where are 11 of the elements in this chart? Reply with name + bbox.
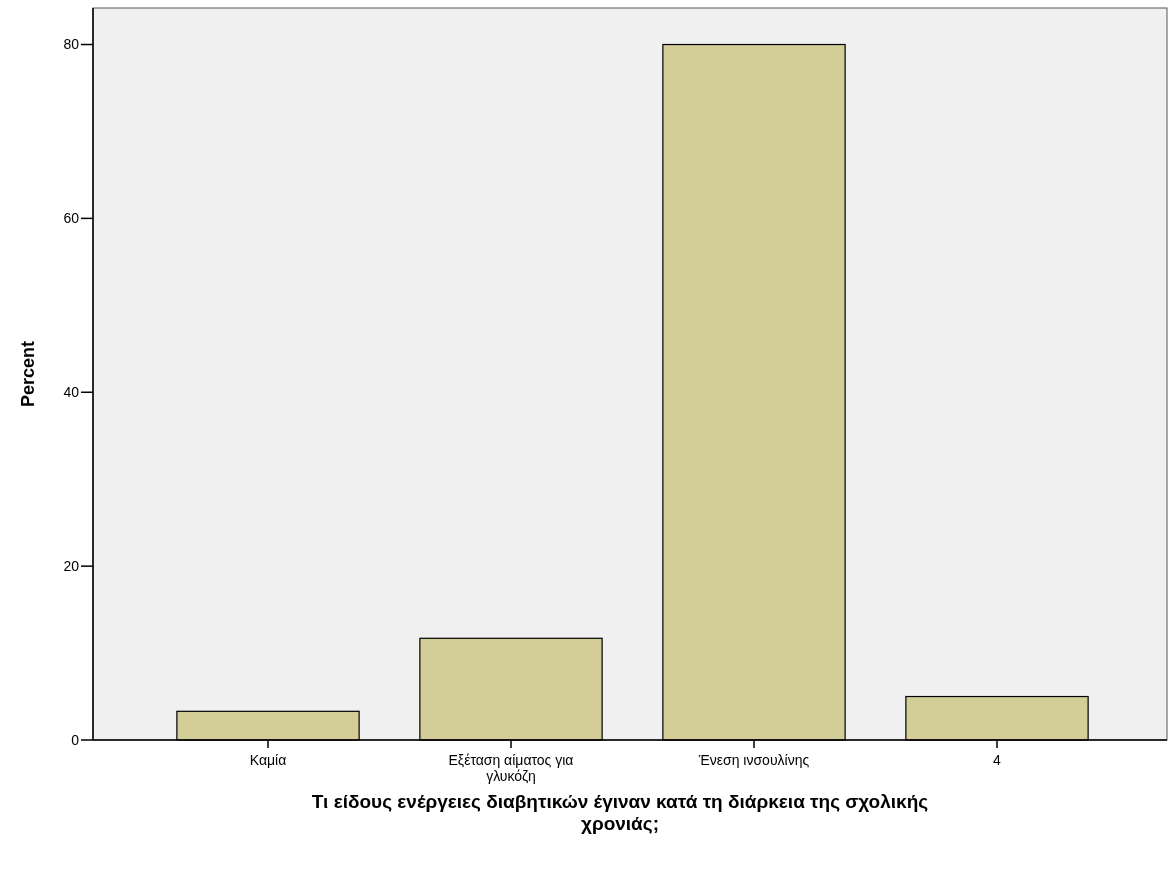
x-tick-label: Καμία (249, 752, 287, 768)
x-tick-label: Ένεση ινσουλίνης (697, 752, 810, 768)
x-tick-label: Εξέταση αίματος για γλυκόζη (448, 752, 574, 784)
y-tick-label: 60 (63, 210, 80, 227)
y-tick-label: 20 (63, 558, 80, 575)
x-tick-label: 4 (993, 752, 1002, 768)
y-axis-title: Percent (18, 340, 38, 408)
y-tick-label: 0 (71, 731, 80, 748)
x-axis-title: Τι είδους ενέργειες διαβητικών έγιναν κατά τη διάρκεια της σχολικής χρονιάς; (311, 791, 929, 834)
y-tick-label: 80 (63, 36, 80, 53)
y-tick-label: 40 (63, 384, 80, 401)
